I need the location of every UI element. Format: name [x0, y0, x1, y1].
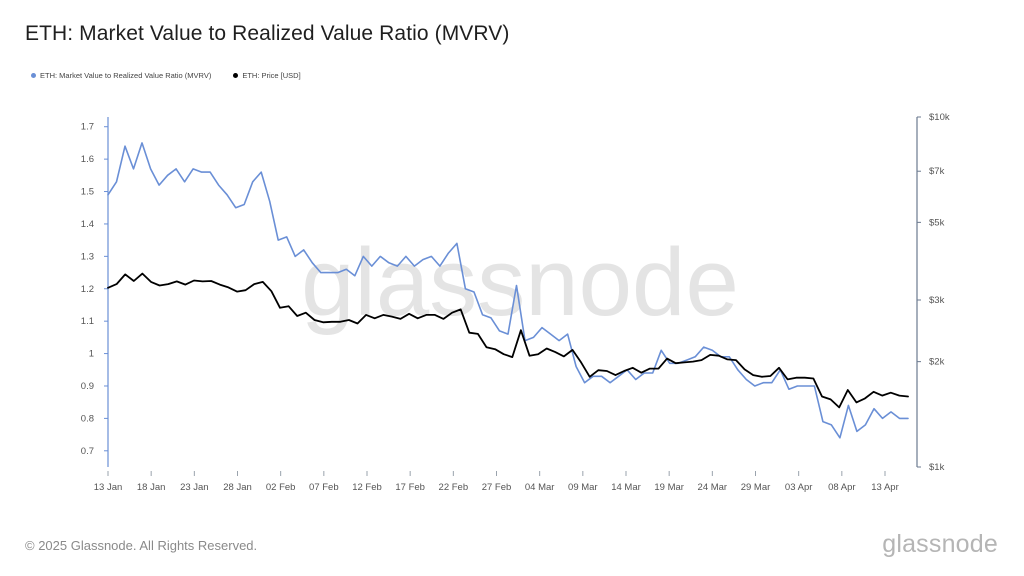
x-axis: 13 Jan 18 Jan 23 Jan 28 Jan 02 Feb 07 Feb 12 F…: [94, 471, 899, 493]
right-y-axis: $10k $7k $5k $3k $2k $1k: [916, 112, 950, 473]
left-tick-label: 0.7: [81, 446, 94, 457]
x-tick-label: 13 Jan: [94, 482, 123, 493]
series-group: [107, 142, 909, 439]
left-tick-label: 0.8: [81, 413, 94, 424]
right-tick-label: $5k: [929, 217, 945, 228]
x-tick-label: 19 Mar: [654, 482, 684, 493]
left-tick-label: 1.1: [81, 316, 94, 327]
legend-item-mvrv[interactable]: ETH: Market Value to Realized Value Rati…: [31, 71, 211, 80]
x-tick-label: 17 Feb: [395, 482, 425, 493]
x-tick-label: 12 Feb: [352, 482, 382, 493]
legend-label-price: ETH: Price [USD]: [242, 71, 301, 80]
left-tick-label: 1: [89, 349, 94, 360]
watermark: glassnode: [301, 229, 739, 336]
x-tick-label: 24 Mar: [698, 482, 728, 493]
x-tick-label: 22 Feb: [439, 482, 469, 493]
x-tick-label: 27 Feb: [482, 482, 512, 493]
x-tick-label: 04 Mar: [525, 482, 555, 493]
x-tick-label: 08 Apr: [828, 482, 855, 493]
legend-label-mvrv: ETH: Market Value to Realized Value Rati…: [40, 71, 212, 80]
series-line-mvrv: [107, 142, 909, 439]
left-tick-label: 1.3: [81, 251, 94, 262]
brand-logo: glassnode: [882, 530, 998, 558]
x-tick-label: 13 Apr: [871, 482, 898, 493]
left-tick-label: 1.7: [81, 122, 94, 133]
copyright-footer: © 2025 Glassnode. All Rights Reserved.: [25, 538, 258, 553]
legend-marker-price: [233, 73, 239, 78]
legend-item-price[interactable]: ETH: Price [USD]: [233, 71, 301, 80]
right-tick-label: $7k: [929, 166, 945, 177]
x-tick-label: 28 Jan: [223, 482, 252, 493]
x-tick-label: 23 Jan: [180, 482, 209, 493]
left-y-axis: 1.7 1.6 1.5 1.4 1.3 1.2 1.1 1 0.9 0.8 0.7: [81, 117, 109, 467]
x-tick-label: 14 Mar: [611, 482, 641, 493]
x-tick-label: 02 Feb: [266, 482, 296, 493]
x-tick-label: 18 Jan: [137, 482, 166, 493]
x-tick-label: 09 Mar: [568, 482, 598, 493]
left-tick-label: 1.5: [81, 187, 94, 198]
right-tick-label: $2k: [929, 357, 945, 368]
x-tick-label: 29 Mar: [741, 482, 771, 493]
left-tick-label: 1.6: [81, 154, 94, 165]
left-tick-label: 0.9: [81, 381, 94, 392]
x-tick-label: 03 Apr: [785, 482, 812, 493]
chart-title: ETH: Market Value to Realized Value Rati…: [25, 22, 510, 45]
x-tick-label: 07 Feb: [309, 482, 339, 493]
right-tick-label: $3k: [929, 295, 945, 306]
left-tick-label: 1.2: [81, 284, 94, 295]
right-tick-label: $10k: [929, 112, 950, 123]
series-line-price: [107, 272, 909, 409]
right-tick-label: $1k: [929, 462, 945, 473]
legend: ETH: Market Value to Realized Value Rati…: [31, 71, 301, 80]
left-tick-label: 1.4: [81, 219, 94, 230]
legend-marker-mvrv: [31, 73, 36, 78]
